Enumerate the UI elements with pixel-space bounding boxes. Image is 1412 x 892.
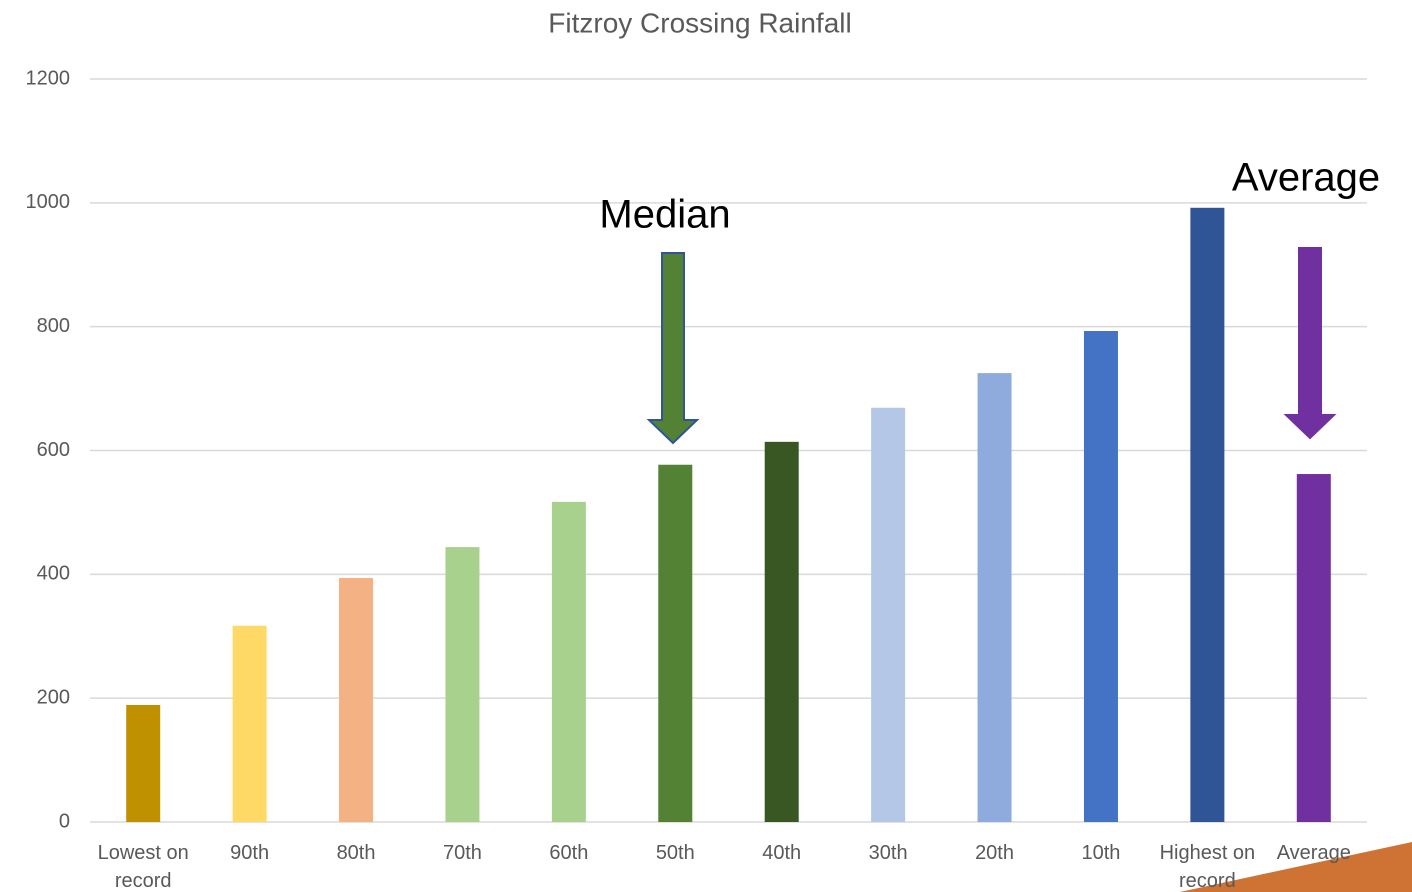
x-tick-label: 70th: [442, 842, 482, 864]
bar: [658, 464, 693, 822]
bar: [551, 501, 586, 822]
x-tick-label: Lowest on record: [97, 842, 189, 892]
x-tick-label: Highest on record: [1159, 842, 1256, 892]
bar: [1083, 331, 1118, 822]
bar: [871, 407, 906, 822]
x-tick-label: 80th: [336, 842, 376, 864]
x-tick-label: 60th: [549, 842, 589, 864]
annotation: Average: [1232, 156, 1380, 200]
y-tick-label: 200: [37, 686, 70, 708]
x-tick-label: 50th: [655, 842, 695, 864]
x-tick-label: 30th: [868, 842, 908, 864]
bar: [339, 578, 374, 822]
y-tick-label: 400: [37, 563, 70, 585]
bar: [445, 547, 480, 822]
y-tick-label: 1200: [26, 67, 71, 89]
x-tick-label: Average: [1276, 842, 1351, 864]
y-tick-label: 0: [59, 810, 70, 832]
annotation: Median: [599, 193, 730, 237]
x-tick-label: 40th: [762, 842, 802, 864]
bar: [126, 704, 161, 822]
y-tick-label: 600: [37, 439, 70, 461]
average-arrow: [1283, 247, 1337, 440]
bar: [977, 373, 1012, 822]
x-tick-label: 90th: [230, 842, 270, 864]
bar: [1296, 474, 1331, 822]
y-tick-label: 800: [37, 315, 70, 337]
x-tick-label: 10th: [1081, 842, 1121, 864]
chart-title: Fitzroy Crossing Rainfall: [548, 7, 851, 38]
median-arrow: [646, 252, 700, 445]
x-tick-label: 20th: [975, 842, 1014, 864]
bar: [1190, 207, 1225, 822]
bar: [764, 441, 799, 822]
y-tick-label: 1000: [26, 191, 71, 213]
decoration: [1180, 842, 1412, 892]
bar: [232, 625, 267, 822]
